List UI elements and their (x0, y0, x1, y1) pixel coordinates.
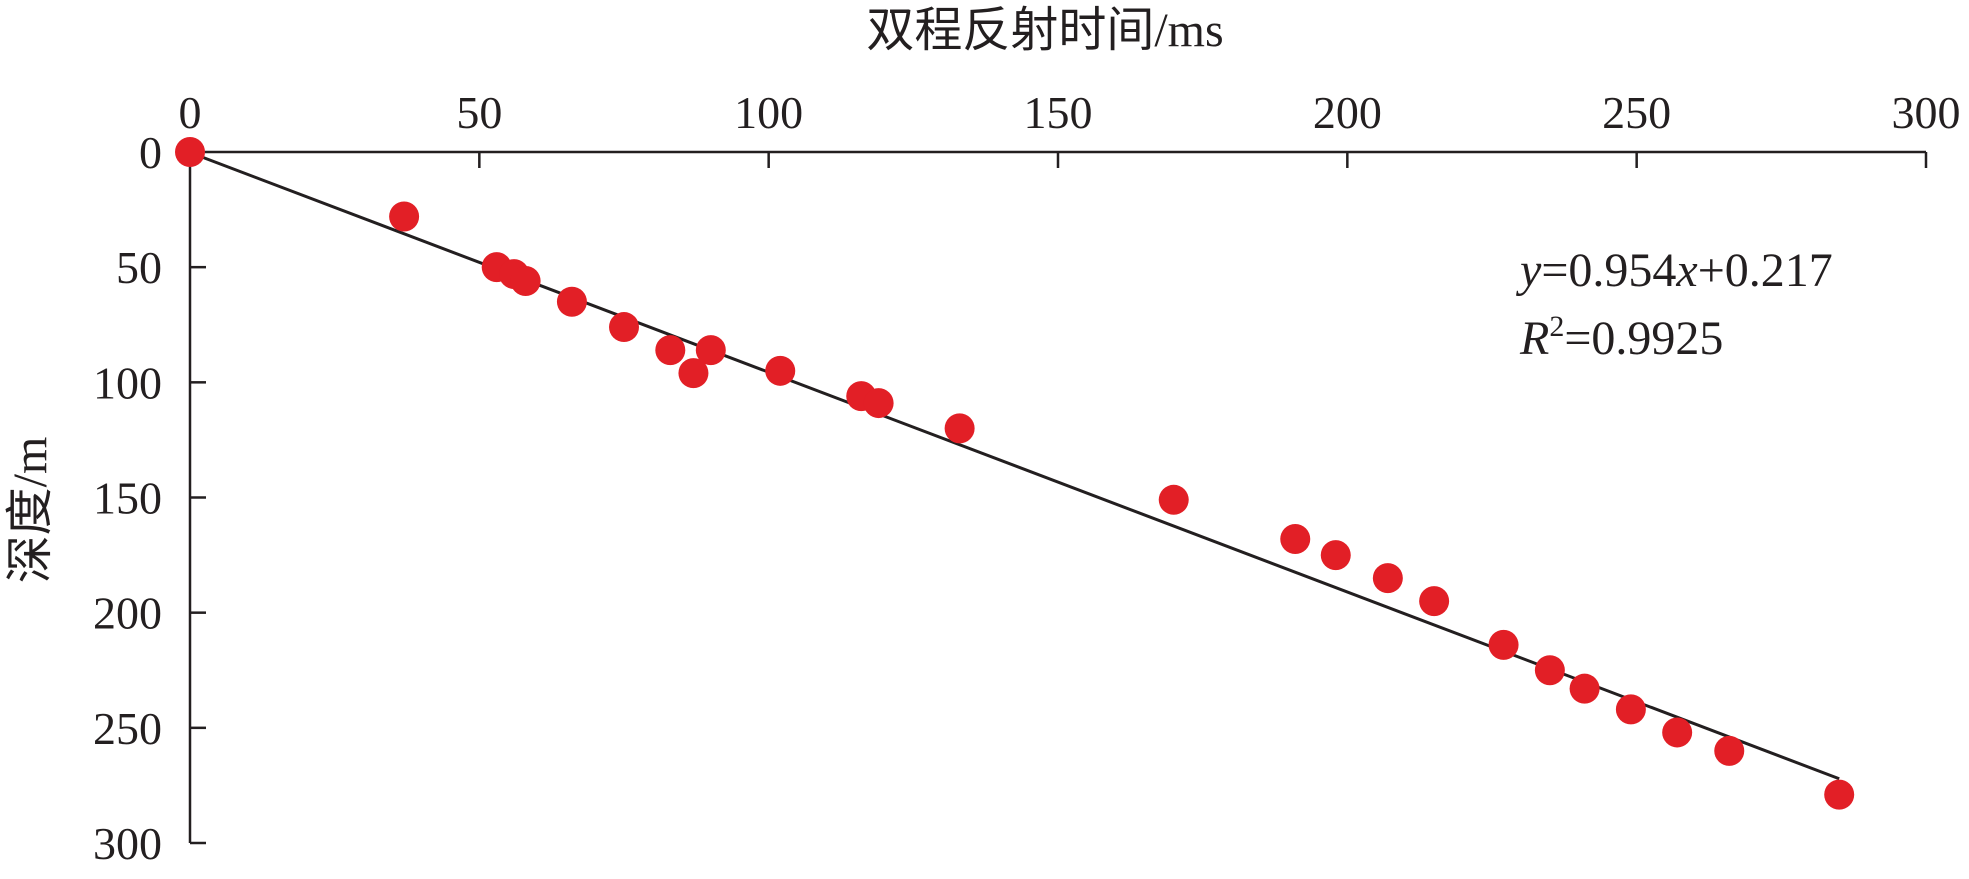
equation-x: x (1675, 244, 1697, 297)
y-ticks: 0 50 100 150 200 250 300 (93, 127, 206, 869)
y-tick-label: 300 (93, 818, 162, 869)
data-point (1158, 484, 1189, 515)
data-point (765, 355, 796, 386)
data-point (1824, 779, 1855, 810)
x-tick-label: 100 (734, 87, 803, 138)
x-ticks: 0 50 100 150 200 250 300 (179, 87, 1961, 168)
data-points (175, 137, 1855, 810)
data-point (556, 286, 587, 317)
x-axis-title: 双程反射时间/ms (866, 4, 1223, 57)
data-point (1488, 629, 1519, 660)
data-point (944, 413, 975, 444)
data-point (510, 265, 541, 296)
data-point (609, 312, 639, 343)
x-tick-label: 250 (1602, 87, 1671, 138)
data-point (695, 335, 726, 366)
data-point (655, 335, 686, 366)
equation-intercept: +0.217 (1698, 244, 1833, 297)
equation-slope: =0.954 (1541, 244, 1676, 297)
x-tick-label: 200 (1313, 87, 1382, 138)
r2-superscript: 2 (1549, 310, 1564, 343)
data-point (389, 201, 420, 232)
data-point (1534, 655, 1565, 686)
y-tick-label: 200 (93, 588, 162, 639)
r-squared: R2=0.9925 (1519, 310, 1723, 365)
r2-symbol: R (1519, 312, 1549, 365)
data-point (1320, 540, 1351, 571)
data-point (1419, 586, 1450, 617)
data-point (1280, 523, 1311, 554)
x-tick-label: 150 (1024, 87, 1093, 138)
x-tick-label: 50 (456, 87, 502, 138)
r2-value: =0.9925 (1564, 312, 1723, 365)
data-point (678, 358, 709, 389)
y-tick-label: 150 (93, 473, 162, 524)
equation-y: y (1515, 244, 1542, 297)
y-axis-title: 深度/m (4, 437, 57, 584)
fit-equation: y=0.954x+0.217 (1515, 244, 1833, 297)
data-point (1714, 735, 1745, 766)
data-point (175, 137, 205, 167)
y-tick-label: 50 (116, 242, 162, 293)
data-point (863, 388, 894, 419)
data-point (1615, 694, 1646, 725)
x-tick-label: 0 (179, 87, 202, 138)
x-tick-label: 300 (1892, 87, 1961, 138)
y-tick-label: 0 (139, 127, 162, 178)
y-tick-label: 250 (93, 703, 162, 754)
data-point (1569, 673, 1600, 704)
data-point (1372, 563, 1403, 594)
y-tick-label: 100 (93, 357, 162, 408)
data-point (1662, 717, 1693, 748)
regression-line (189, 151, 1840, 781)
